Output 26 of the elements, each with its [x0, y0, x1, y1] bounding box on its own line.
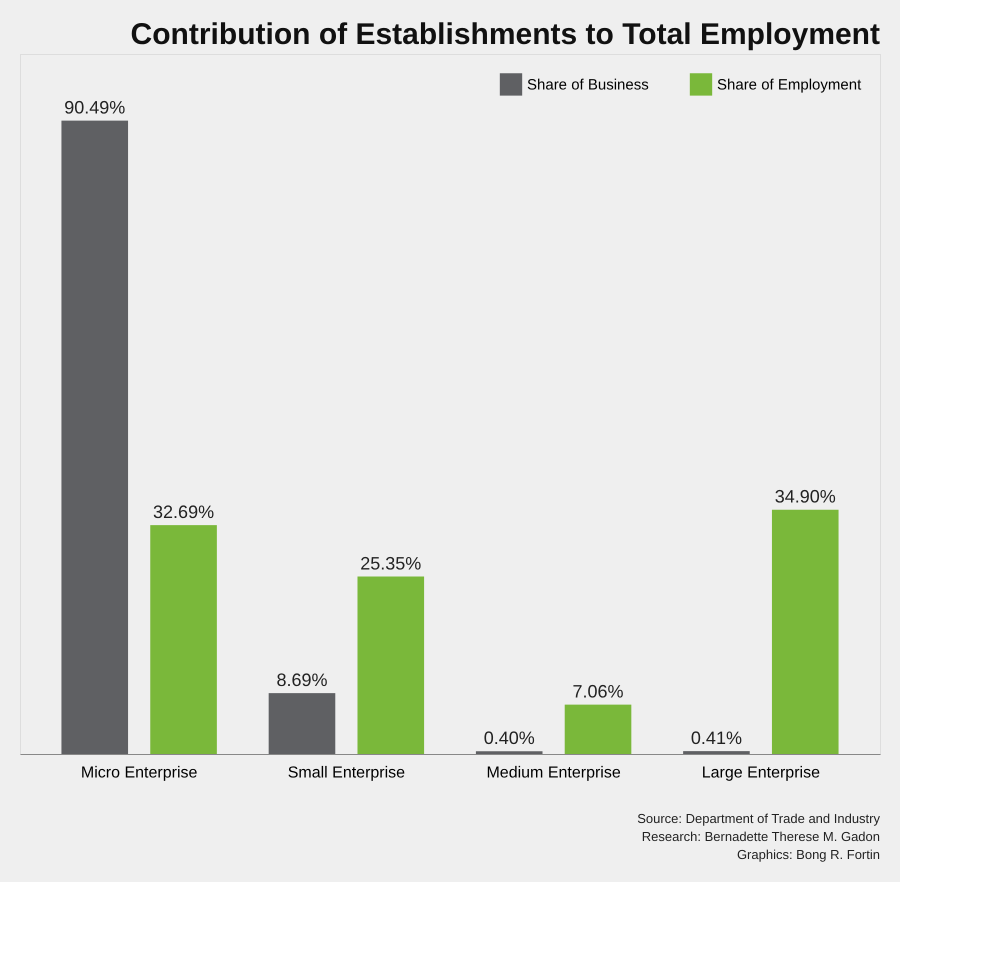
- text: Research: Bernadette Therese M. Gadon: [642, 829, 880, 844]
- data-label: 8.69%: [276, 670, 328, 690]
- x-tick-label: Large Enterprise: [702, 764, 820, 782]
- data-label: 0.41%: [690, 728, 742, 748]
- data-label: 7.06%: [572, 682, 624, 702]
- x-tick-label: Micro Enterprise: [80, 764, 198, 782]
- x-tick-label: Medium Enterprise: [486, 764, 621, 782]
- data-label: 25.35%: [360, 554, 422, 574]
- data-label: 0.40%: [484, 728, 535, 748]
- bar: [61, 120, 128, 754]
- source-note: Source: Department of Trade and Industry: [637, 811, 880, 826]
- data-label: 34.90%: [774, 486, 836, 507]
- data-label: 90.49%: [64, 98, 126, 118]
- bar: [268, 693, 336, 754]
- text: Graphics: Bong R. Fortin: [736, 847, 880, 862]
- bar: [564, 704, 632, 754]
- chart-title: Contribution of Establishments to Total Employment: [130, 18, 880, 51]
- bar: [683, 751, 750, 754]
- x-tick-label: Small Enterprise: [288, 764, 406, 782]
- bar: [772, 510, 839, 754]
- legend-label: Share of Employment: [717, 76, 862, 94]
- bar: [150, 525, 217, 754]
- bar: [476, 751, 543, 754]
- data-label: 32.69%: [153, 502, 214, 522]
- legend-label: Share of Business: [527, 76, 649, 94]
- bar: [357, 576, 424, 754]
